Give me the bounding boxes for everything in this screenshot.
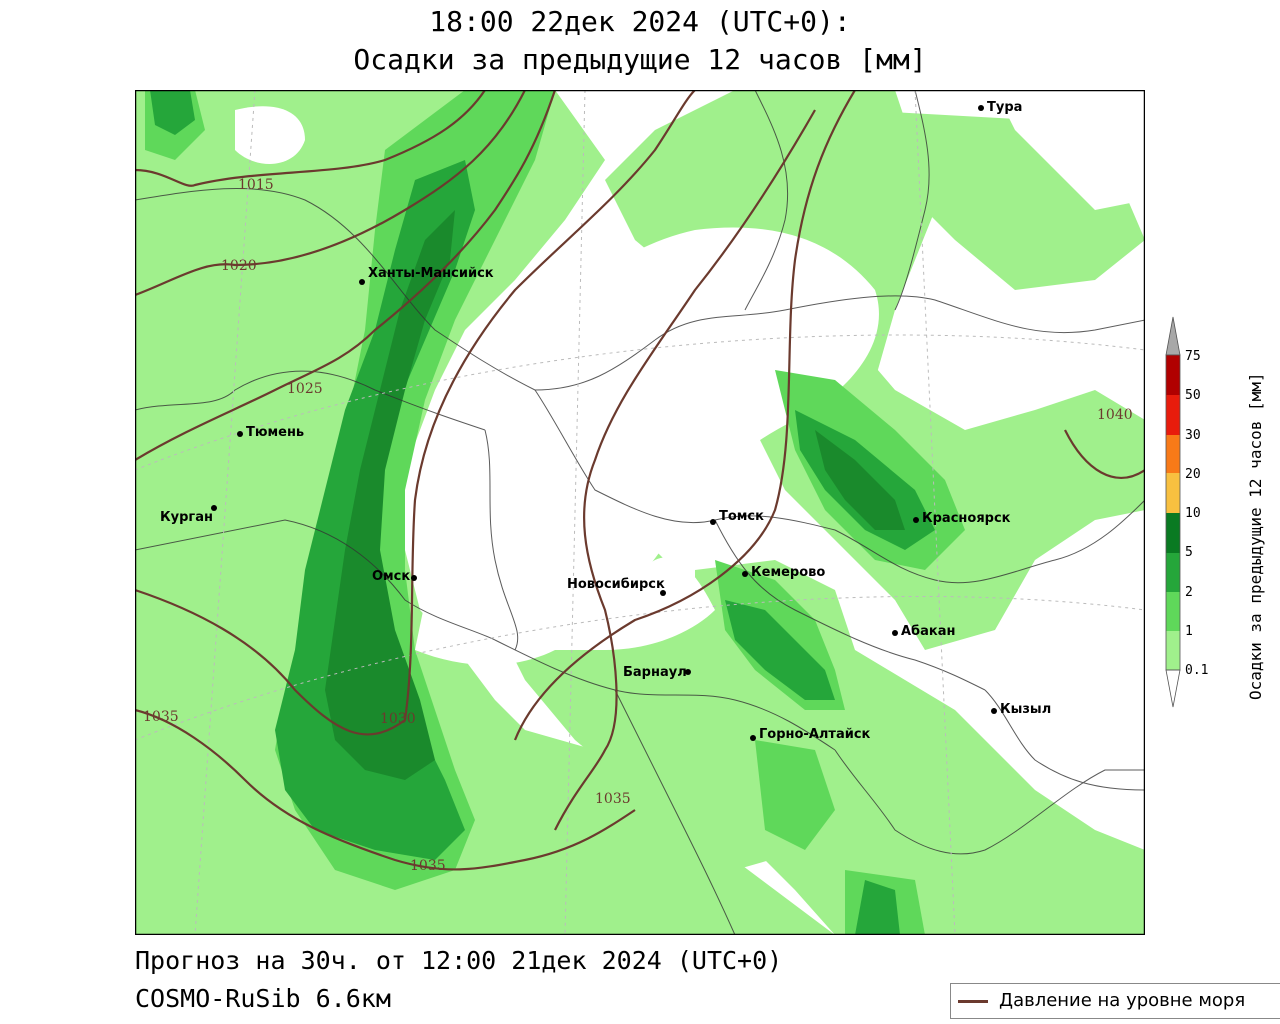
city-label-barnaul: Барнаул bbox=[623, 665, 687, 680]
model-name: COSMO-RuSib 6.6км bbox=[135, 984, 391, 1013]
city-label-tyumen: Тюмень bbox=[246, 425, 304, 440]
colorbar-tick-10: 10 bbox=[1185, 506, 1201, 521]
pressure-legend-label: Давление на уровне моря bbox=[999, 990, 1246, 1011]
city-label-kyzyl: Кызыл bbox=[1000, 702, 1051, 717]
colorbar-title: Осадки за предыдущие 12 часов [мм] bbox=[1246, 372, 1265, 700]
city-label-gorno-altaysk: Горно-Алтайск bbox=[759, 727, 871, 742]
dry-area bbox=[235, 90, 1145, 665]
colorbar-segment-5-10 bbox=[1166, 513, 1180, 553]
colorbar-tick-30: 30 bbox=[1185, 428, 1201, 443]
pressure-legend-line bbox=[958, 1000, 988, 1003]
precipitation-map: 1015 1020 1025 1030 1035 1035 1035 1040 … bbox=[135, 90, 1145, 935]
map-title-variable: Осадки за предыдущие 12 часов [мм] bbox=[353, 43, 927, 76]
city-label-omsk: Омск bbox=[372, 569, 410, 584]
colorbar-segment-20-30 bbox=[1166, 435, 1180, 473]
colorbar-tick-50: 50 bbox=[1185, 388, 1201, 403]
isobar-label-1030: 1030 bbox=[380, 711, 416, 727]
isobar-label-1035-south: 1035 bbox=[595, 791, 631, 807]
city-markers: Тура Ханты-Мансийск Тюмень Курган Омск Т… bbox=[160, 100, 1051, 742]
city-label-tomsk: Томск bbox=[719, 509, 764, 524]
colorbar-segment-1-2 bbox=[1166, 592, 1180, 631]
isobar-labels: 1015 1020 1025 1030 1035 1035 1035 1040 bbox=[143, 177, 1133, 874]
graticule bbox=[135, 90, 1145, 935]
colorbar-tick-75: 75 bbox=[1185, 349, 1201, 364]
city-label-novosibirsk: Новосибирск bbox=[567, 577, 665, 592]
colorbar-segment-0.1-1 bbox=[1166, 631, 1180, 670]
colorbar-bottom-arrow bbox=[1165, 669, 1181, 708]
city-label-kurgan: Курган bbox=[160, 510, 213, 525]
pressure-legend: Давление на уровне моря bbox=[950, 983, 1280, 1019]
colorbar-tick-0.1: 0.1 bbox=[1185, 663, 1209, 678]
city-label-krasnoyarsk: Красноярск bbox=[922, 511, 1011, 526]
isobars bbox=[135, 90, 1145, 871]
colorbar-segment-10-20 bbox=[1166, 473, 1180, 513]
isobar-label-1020: 1020 bbox=[221, 258, 257, 274]
city-label-abakan: Абакан bbox=[901, 624, 956, 639]
colorbar-tick-2: 2 bbox=[1185, 585, 1193, 600]
region-borders bbox=[135, 90, 1145, 935]
map-title-time: 18:00 22дек 2024 (UTC+0): bbox=[429, 5, 851, 38]
precip-very-heavy-areas bbox=[325, 210, 905, 780]
city-label-kemerovo: Кемерово bbox=[751, 565, 825, 580]
map-frame bbox=[135, 90, 1145, 935]
precip-colorbar bbox=[1165, 316, 1181, 708]
isobar-label-1015: 1015 bbox=[238, 177, 274, 193]
city-label-tura: Тура bbox=[987, 100, 1022, 115]
forecast-info: Прогноз на 30ч. от 12:00 21дек 2024 (UTC… bbox=[135, 946, 783, 975]
colorbar-tick-1: 1 bbox=[1185, 624, 1193, 639]
isobar-label-1025: 1025 bbox=[287, 381, 323, 397]
isobar-label-1035-west: 1035 bbox=[143, 709, 179, 725]
isobar-label-1035-southwest: 1035 bbox=[410, 858, 446, 874]
colorbar-tick-5: 5 bbox=[1185, 545, 1193, 560]
colorbar-tick-20: 20 bbox=[1185, 467, 1201, 482]
colorbar-segment-30-50 bbox=[1166, 395, 1180, 435]
colorbar-top-arrow bbox=[1165, 316, 1181, 356]
city-label-khanty-mansiysk: Ханты-Мансийск bbox=[368, 266, 494, 281]
colorbar-segment-50-75 bbox=[1166, 355, 1180, 395]
colorbar-segment-2-5 bbox=[1166, 553, 1180, 592]
isobar-label-1040: 1040 bbox=[1097, 407, 1133, 423]
